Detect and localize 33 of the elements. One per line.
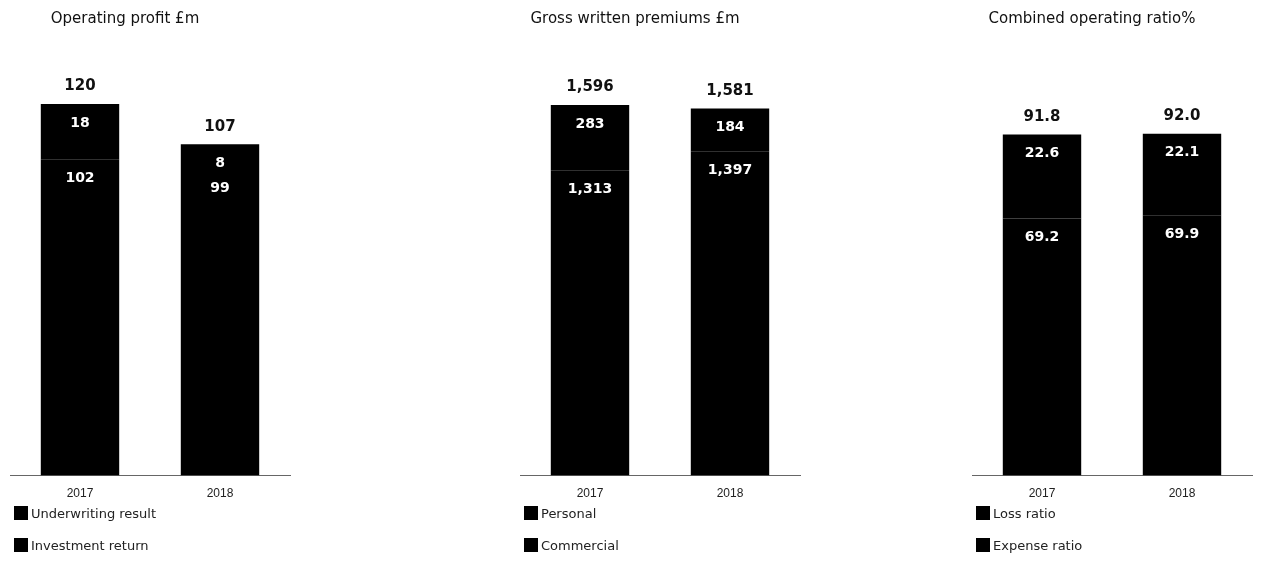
legend-label: Investment return — [31, 538, 149, 553]
chart-title: Combined operating ratio% — [987, 8, 1197, 29]
total-label: 1,596 — [566, 77, 614, 96]
data-label: 99 — [210, 178, 230, 195]
total-label: 1,581 — [706, 80, 754, 99]
legend-label: Personal — [541, 506, 597, 521]
data-label: 102 — [65, 169, 95, 186]
chart-title: Operating profit £m — [49, 8, 201, 29]
x-tick-label: 2017 — [576, 486, 604, 501]
data-label: 283 — [575, 114, 605, 131]
total-label: 120 — [64, 76, 96, 95]
total-label: 91.8 — [1023, 106, 1061, 125]
x-tick-label: 2018 — [206, 486, 234, 501]
data-label: 69.9 — [1164, 225, 1200, 242]
data-label: 8 — [215, 153, 225, 170]
legend-label: Loss ratio — [993, 506, 1056, 521]
legend-label: Commercial — [541, 538, 619, 553]
data-label: 18 — [70, 113, 90, 130]
data-label: 22.1 — [1164, 143, 1200, 160]
x-tick-label: 2017 — [66, 486, 94, 501]
legend-label: Expense ratio — [993, 538, 1083, 553]
data-label: 1,313 — [567, 180, 613, 197]
total-label: 107 — [204, 116, 236, 135]
x-tick-label: 2018 — [716, 486, 744, 501]
data-label: 69.2 — [1024, 228, 1060, 245]
x-tick-label: 2017 — [1028, 486, 1056, 501]
x-tick-label: 2018 — [1168, 486, 1196, 501]
chart-title: Gross written premiums £m — [529, 8, 741, 29]
data-label: 1,397 — [707, 160, 753, 177]
total-label: 92.0 — [1163, 106, 1201, 125]
legend-label: Underwriting result — [31, 506, 157, 521]
data-label: 184 — [715, 118, 745, 135]
data-label: 22.6 — [1024, 144, 1060, 161]
